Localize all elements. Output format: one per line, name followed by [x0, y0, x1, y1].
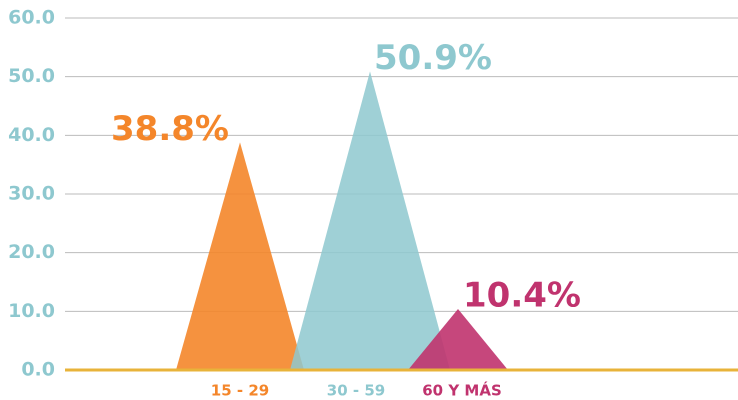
value-label: 10.4%: [463, 275, 581, 315]
y-tick-label: 10.0: [8, 300, 55, 322]
y-tick-label: 0.0: [21, 359, 55, 381]
x-tick-label: 30 - 59: [327, 382, 385, 400]
triangle-bar: [290, 71, 450, 371]
value-label: 38.8%: [111, 109, 229, 149]
y-tick-label: 60.0: [8, 7, 55, 29]
x-tick-label: 60 Y MÁS: [422, 381, 502, 400]
triangle-bar: [408, 308, 508, 370]
y-tick-label: 20.0: [8, 241, 55, 263]
triangle-bar: [176, 142, 304, 370]
y-tick-label: 30.0: [8, 183, 55, 205]
y-tick-label: 40.0: [8, 124, 55, 146]
value-label: 50.9%: [374, 38, 492, 78]
y-tick-label: 50.0: [8, 65, 55, 87]
x-tick-label: 15 - 29: [211, 382, 269, 400]
